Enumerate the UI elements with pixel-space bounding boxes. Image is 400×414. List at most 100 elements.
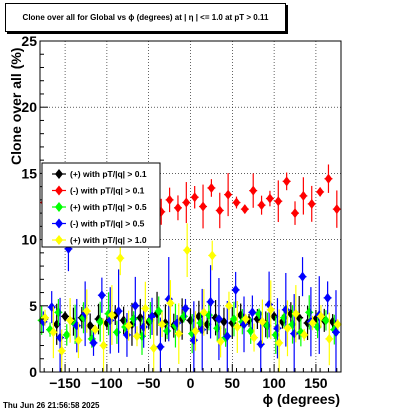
y-axis-label-text: Clone over all (%) bbox=[8, 47, 24, 165]
data-point bbox=[233, 321, 242, 332]
data-point bbox=[298, 271, 307, 282]
data-point bbox=[317, 311, 325, 322]
data-point bbox=[41, 312, 49, 323]
data-point bbox=[141, 303, 150, 314]
legend-marker bbox=[55, 202, 63, 212]
data-point bbox=[324, 173, 333, 184]
y-tick-label: 15 bbox=[21, 165, 37, 181]
data-point bbox=[200, 307, 208, 318]
data-point bbox=[216, 205, 224, 216]
data-point bbox=[74, 335, 83, 346]
legend: (+) with pT/|q| > 0.1 (-) with pT/|q| > 0… bbox=[41, 162, 161, 248]
data-point bbox=[57, 345, 66, 356]
data-point bbox=[282, 176, 291, 187]
data-point bbox=[83, 306, 91, 317]
data-point bbox=[98, 290, 106, 301]
legend-box bbox=[41, 162, 161, 248]
data-point bbox=[332, 327, 340, 338]
legend-entry: (-) with pT/|q| > 0.5 bbox=[70, 219, 145, 229]
data-point bbox=[224, 189, 232, 200]
data-point bbox=[133, 331, 141, 342]
data-point bbox=[174, 202, 182, 213]
data-point bbox=[166, 298, 175, 309]
data-point bbox=[182, 197, 191, 208]
data-point bbox=[274, 196, 283, 207]
legend-marker bbox=[55, 218, 63, 229]
data-point bbox=[241, 204, 249, 215]
data-point bbox=[191, 325, 200, 336]
data-point bbox=[325, 333, 334, 344]
data-point bbox=[215, 314, 223, 325]
data-point bbox=[199, 201, 207, 212]
data-point bbox=[154, 306, 163, 317]
data-point bbox=[190, 192, 199, 203]
y-tick-label: 20 bbox=[21, 99, 37, 115]
y-tick-label: 5 bbox=[29, 298, 37, 314]
data-point bbox=[267, 304, 275, 315]
data-point bbox=[291, 208, 299, 219]
data-point bbox=[322, 315, 330, 326]
data-point bbox=[299, 190, 308, 201]
x-tick-label: −50 bbox=[137, 375, 161, 391]
data-point bbox=[86, 320, 94, 331]
x-axis-label: ϕ (degrees) bbox=[262, 391, 340, 407]
data-point bbox=[49, 327, 58, 338]
data-point bbox=[300, 329, 308, 340]
legend-entry: (+) with pT/|q| > 0.5 bbox=[70, 202, 147, 212]
x-tick-label: −150 bbox=[49, 375, 81, 391]
data-point bbox=[249, 185, 257, 196]
data-point bbox=[89, 337, 98, 348]
data-point bbox=[158, 319, 166, 330]
data-point bbox=[241, 314, 250, 325]
y-tick-label: 25 bbox=[21, 33, 37, 49]
data-point bbox=[275, 337, 283, 348]
x-tick-label: 0 bbox=[187, 375, 195, 391]
data-point bbox=[208, 250, 216, 261]
data-point bbox=[308, 318, 317, 329]
data-point bbox=[223, 331, 232, 342]
x-tick-label: −100 bbox=[91, 375, 123, 391]
data-point bbox=[231, 284, 240, 295]
data-point bbox=[333, 319, 342, 330]
data-point bbox=[99, 340, 108, 351]
x-tick-label: 50 bbox=[225, 375, 241, 391]
y-tick-label: 0 bbox=[29, 364, 37, 380]
data-point bbox=[61, 311, 69, 322]
data-point bbox=[216, 336, 225, 347]
x-tick-label: 150 bbox=[304, 375, 328, 391]
data-point bbox=[149, 343, 158, 354]
data-point bbox=[66, 315, 74, 326]
data-point bbox=[283, 323, 292, 334]
legend-marker bbox=[55, 169, 63, 179]
data-point bbox=[175, 328, 183, 339]
data-point bbox=[257, 200, 266, 211]
series-5 bbox=[41, 223, 342, 372]
data-point bbox=[207, 182, 216, 193]
data-point bbox=[206, 296, 215, 307]
legend-marker bbox=[55, 185, 63, 196]
data-point bbox=[248, 307, 257, 318]
x-tick-label: 100 bbox=[262, 375, 286, 391]
legend-entry: (+) with pT/|q| > 1.0 bbox=[70, 235, 147, 245]
data-point bbox=[91, 324, 99, 335]
data-point bbox=[63, 329, 71, 340]
data-point bbox=[307, 198, 316, 209]
data-point bbox=[266, 193, 274, 204]
y-tick-label: 10 bbox=[21, 232, 37, 248]
data-point bbox=[181, 303, 190, 314]
data-point bbox=[96, 316, 104, 327]
data-point bbox=[116, 253, 125, 264]
legend-entry: (+) with pT/|q| > 0.1 bbox=[70, 169, 147, 179]
data-point bbox=[131, 300, 140, 311]
data-point bbox=[121, 321, 130, 332]
data-point bbox=[225, 300, 233, 311]
data-point bbox=[183, 245, 191, 256]
data-point bbox=[258, 316, 267, 327]
data-point bbox=[292, 308, 300, 319]
data-point bbox=[165, 194, 174, 205]
data-point bbox=[124, 320, 133, 331]
legend-entry: (-) with pT/|q| > 0.1 bbox=[70, 186, 145, 196]
data-point bbox=[156, 341, 165, 352]
data-point bbox=[232, 197, 241, 208]
